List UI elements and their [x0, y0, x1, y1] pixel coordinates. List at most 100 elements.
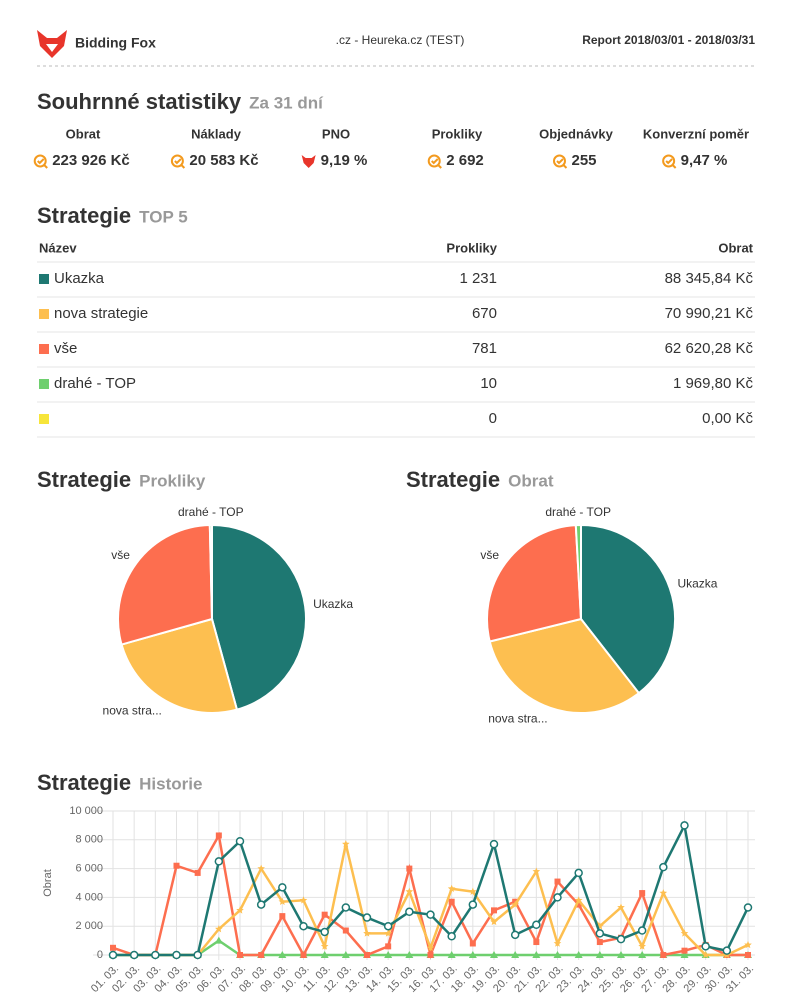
pie-slice	[208, 523, 213, 620]
stat-value: 20 583 Kč	[189, 152, 258, 169]
clicks: 670	[472, 305, 497, 322]
color-swatch	[39, 274, 49, 284]
section-title: Strategie	[37, 467, 131, 492]
point	[237, 952, 243, 958]
point	[279, 913, 286, 920]
point	[491, 907, 497, 914]
point	[701, 942, 710, 951]
point	[342, 927, 349, 934]
section-subtitle: Prokliky	[139, 471, 206, 490]
table-header: Prokliky	[446, 240, 497, 255]
stat-icon	[301, 155, 316, 168]
point	[235, 836, 245, 846]
point	[553, 939, 562, 947]
point	[659, 862, 668, 872]
stat-value: 255	[571, 152, 596, 169]
y-axis-label: Obrat	[42, 869, 54, 897]
point	[173, 862, 180, 869]
clicks: 0	[489, 410, 497, 427]
point	[553, 893, 562, 902]
stat-icon	[552, 154, 568, 169]
revenue: 70 990,21 Kč	[665, 305, 754, 322]
stat-value: 2 692	[446, 152, 484, 169]
point	[743, 903, 753, 912]
point	[701, 951, 710, 959]
clicks: 781	[472, 340, 497, 357]
point	[278, 897, 287, 905]
target-icon	[33, 154, 47, 168]
point	[278, 883, 287, 892]
point	[595, 951, 604, 958]
point	[215, 832, 222, 839]
point	[110, 944, 116, 951]
pie-slice	[486, 524, 583, 643]
brand: Bidding Fox	[75, 35, 156, 51]
slice-label: drahé - TOP	[178, 505, 244, 519]
point	[639, 890, 646, 897]
point	[447, 951, 456, 958]
shop-name: .cz - Heureka.cz (TEST)	[336, 33, 465, 47]
point	[214, 857, 224, 866]
section-title: Souhrnné statistiky	[37, 89, 242, 114]
point	[532, 951, 541, 958]
stat-icon	[170, 154, 186, 169]
slice-label: Ukazka	[313, 597, 353, 611]
point	[363, 929, 371, 937]
point	[256, 900, 266, 909]
target-icon	[427, 154, 441, 168]
stat-label: Náklady	[191, 126, 242, 141]
strategy-name: vše	[54, 340, 77, 357]
section-title: Strategie	[406, 467, 500, 492]
slice-label: vše	[480, 548, 499, 562]
section-subtitle: Obrat	[508, 471, 554, 490]
point	[616, 934, 626, 944]
point	[320, 942, 329, 950]
slice-label: Ukazka	[677, 577, 717, 591]
point	[215, 925, 223, 933]
stat-label: Objednávky	[539, 126, 613, 141]
section-subtitle: TOP 5	[139, 207, 188, 226]
point	[638, 942, 646, 950]
point	[172, 950, 181, 960]
clicks: 10	[480, 375, 497, 392]
color-swatch	[39, 379, 49, 389]
section-title: Strategie	[37, 770, 131, 795]
point	[257, 864, 265, 872]
stat-value: 9,19 %	[321, 152, 368, 169]
revenue: 0,00 Kč	[702, 410, 753, 427]
point	[384, 929, 392, 937]
point	[300, 952, 307, 958]
point	[510, 930, 520, 940]
point	[384, 951, 393, 958]
point	[490, 917, 498, 926]
point	[660, 952, 667, 958]
point	[129, 950, 139, 960]
pie-slice	[574, 523, 582, 620]
point	[385, 943, 392, 950]
pie-slice	[211, 523, 307, 711]
point	[596, 939, 603, 946]
point	[258, 952, 265, 958]
pie-slice	[580, 523, 676, 695]
pie-slice	[117, 524, 214, 646]
slice-label: nova stra...	[103, 704, 162, 718]
point	[637, 926, 647, 935]
point	[383, 921, 393, 931]
point	[194, 869, 201, 876]
point	[236, 906, 244, 914]
stat-icon	[33, 154, 48, 169]
point	[532, 867, 541, 875]
y-tick-label: 10 000	[69, 805, 103, 817]
point	[680, 821, 689, 830]
target-icon	[662, 154, 676, 168]
point	[680, 951, 689, 958]
point	[406, 865, 413, 872]
point	[341, 951, 350, 958]
point	[553, 951, 562, 958]
point	[151, 950, 160, 960]
point	[745, 952, 751, 958]
table-header: Název	[39, 240, 77, 255]
stat-label: PNO	[322, 126, 350, 141]
point	[447, 932, 456, 941]
